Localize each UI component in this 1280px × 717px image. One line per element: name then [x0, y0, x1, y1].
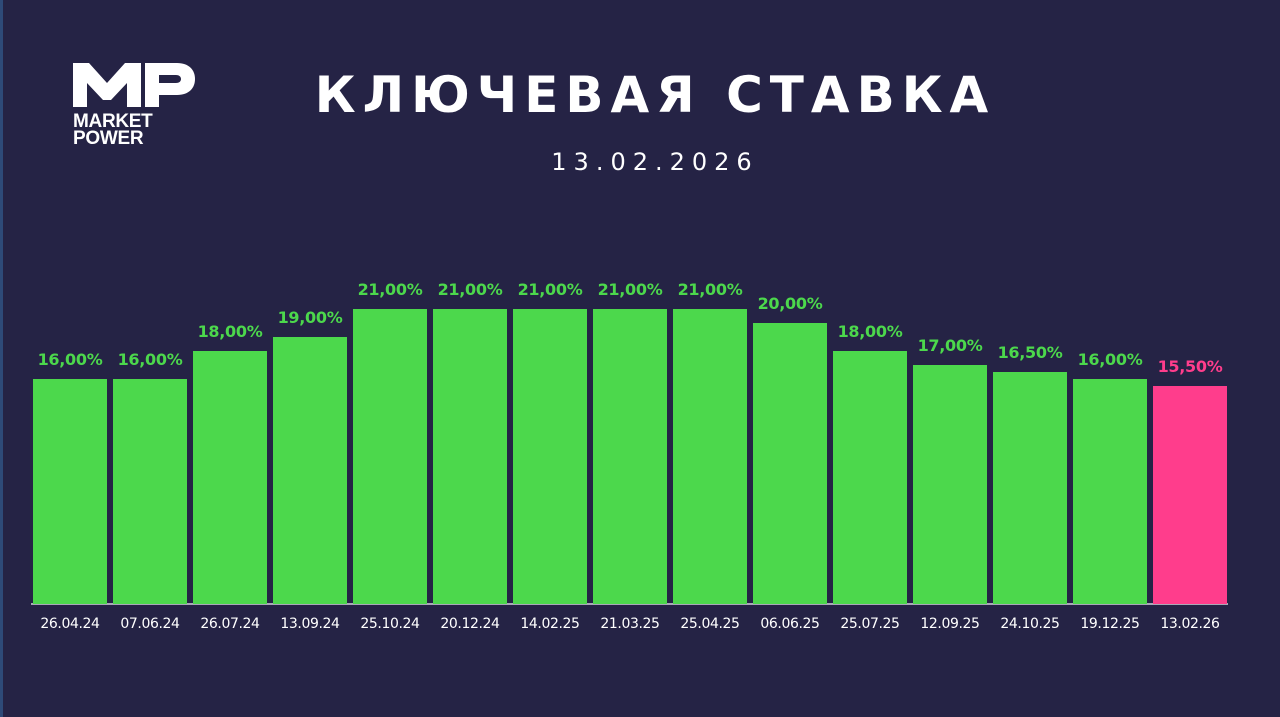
bar-value-label: 21,00%: [517, 280, 583, 299]
logo-line-1: MARKET: [73, 111, 153, 132]
bar-26.07.24: [193, 351, 267, 604]
bar-value-label: 19,00%: [277, 308, 343, 327]
bar-13.02.26: [1153, 386, 1227, 604]
bar-value-label: 16,50%: [997, 343, 1063, 362]
x-axis-tick-label: 25.07.25: [840, 616, 900, 632]
bar-value-label: 21,00%: [597, 280, 663, 299]
x-axis-tick-label: 06.06.25: [760, 616, 820, 632]
bar-12.09.25: [913, 365, 987, 604]
bar-value-label: 21,00%: [677, 280, 743, 299]
bar-25.10.24: [353, 309, 427, 604]
left-edge-border: [0, 0, 3, 717]
bar-14.02.25: [513, 309, 587, 604]
bar-value-label: 17,00%: [917, 336, 983, 355]
bar-value-label: 16,00%: [37, 350, 103, 369]
bar-value-label: 20,00%: [757, 294, 823, 313]
bar-25.04.25: [673, 309, 747, 604]
x-axis-tick-label: 21.03.25: [600, 616, 660, 632]
x-axis-tick-label: 26.04.24: [40, 616, 100, 632]
x-axis-tick-label: 19.12.25: [1080, 616, 1140, 632]
bar-value-label: 15,50%: [1157, 357, 1223, 376]
x-axis-tick-label: 13.09.24: [280, 616, 340, 632]
bar-21.03.25: [593, 309, 667, 604]
x-axis-tick-label: 24.10.25: [1000, 616, 1060, 632]
bar-20.12.24: [433, 309, 507, 604]
x-axis-tick-label: 25.10.24: [360, 616, 420, 632]
page-date: 13.02.2026: [551, 148, 759, 176]
mp-logo-icon: [73, 63, 195, 107]
x-axis-tick-label: 20.12.24: [440, 616, 500, 632]
bar-value-label: 21,00%: [357, 280, 423, 299]
x-axis-tick-label: 26.07.24: [200, 616, 260, 632]
bar-value-label: 16,00%: [117, 350, 183, 369]
x-axis-tick-label: 07.06.24: [120, 616, 180, 632]
logo-line-2: POWER: [73, 128, 144, 149]
market-power-logo: MARKET POWER: [73, 63, 197, 153]
bar-13.09.24: [273, 337, 347, 604]
x-axis-baseline: [31, 603, 1228, 605]
bar-07.06.24: [113, 379, 187, 604]
bar-25.07.25: [833, 351, 907, 604]
bar-06.06.25: [753, 323, 827, 604]
x-axis-tick-label: 13.02.26: [1160, 616, 1220, 632]
bar-value-label: 16,00%: [1077, 350, 1143, 369]
x-axis-tick-label: 14.02.25: [520, 616, 580, 632]
x-axis-tick-label: 25.04.25: [680, 616, 740, 632]
bar-24.10.25: [993, 372, 1067, 604]
bar-19.12.25: [1073, 379, 1147, 604]
bar-26.04.24: [33, 379, 107, 604]
bar-value-label: 18,00%: [837, 322, 903, 341]
x-axis-tick-label: 12.09.25: [920, 616, 980, 632]
bar-value-label: 21,00%: [437, 280, 503, 299]
page-title: КЛЮЧЕВАЯ СТАВКА: [314, 66, 996, 124]
logo-wordmark: MARKET POWER: [73, 111, 153, 149]
bar-value-label: 18,00%: [197, 322, 263, 341]
